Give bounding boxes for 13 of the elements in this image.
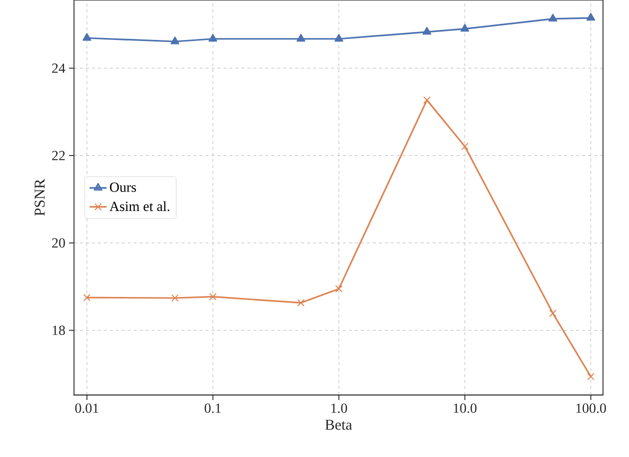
- x-tick-label: 0.01: [75, 404, 98, 413]
- x-tick-label: 1.0: [331, 404, 348, 413]
- y-tick-label: 20: [52, 238, 65, 248]
- x-axis-title: Beta: [325, 420, 352, 430]
- legend-label: Ours: [110, 182, 136, 192]
- x-tick-label: 100.0: [576, 404, 606, 413]
- y-tick-label: 22: [52, 150, 65, 160]
- y-tick-label: 24: [52, 64, 66, 73]
- x-tick-label: 10.0: [454, 404, 476, 413]
- y-tick-label: 18: [52, 326, 65, 336]
- x-tick-label: 0.1: [204, 404, 221, 413]
- y-axis-title: PSNR: [34, 178, 45, 216]
- legend-label: Asim et al.: [110, 201, 170, 212]
